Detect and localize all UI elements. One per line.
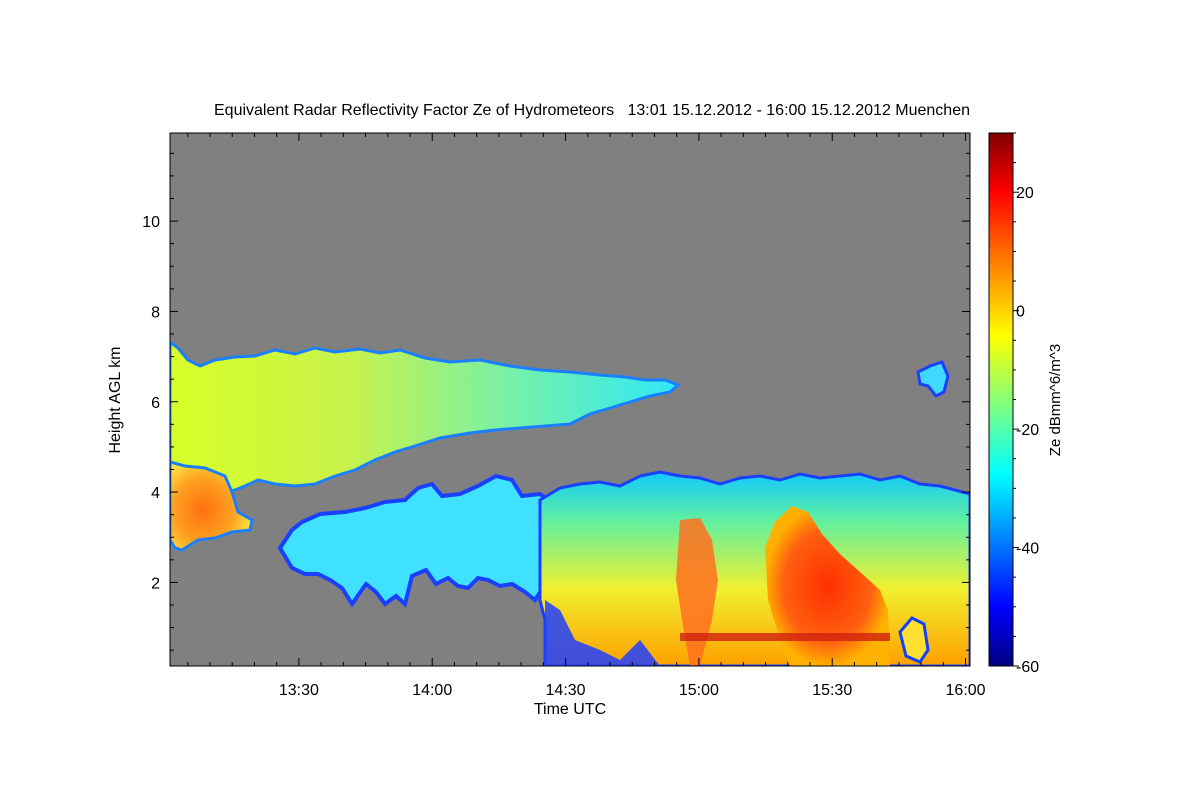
y-axis: 2 4 6 8 10 <box>142 152 970 651</box>
reflectivity-core-left <box>676 518 718 666</box>
bright-band <box>680 633 890 641</box>
x-tick-label: 14:30 <box>546 682 586 699</box>
y-tick-label: 8 <box>151 304 160 321</box>
x-tick-label: 15:30 <box>812 682 852 699</box>
y-tick-label: 6 <box>151 395 160 412</box>
near-surface-cell <box>898 616 930 664</box>
x-axis-label: Time UTC <box>534 701 606 718</box>
y-tick-label: 2 <box>151 575 160 592</box>
x-axis: 13:30 14:00 14:30 15:00 15:30 16:00 <box>187 133 986 699</box>
isolated-upper-cell <box>916 360 950 398</box>
x-tick-label: 16:00 <box>946 682 986 699</box>
colorbar-tick-label: 20 <box>1016 185 1034 202</box>
colorbar-tick-label: -20 <box>1016 422 1039 439</box>
x-tick-label: 14:00 <box>412 682 452 699</box>
low-dense-core <box>170 460 254 552</box>
colorbar-ticks: -60 -40 -20 0 20 <box>1013 132 1039 676</box>
blue-streaks-left <box>545 600 660 666</box>
plot-frame <box>169 132 971 667</box>
colorbar-label: Ze dBmm^6/m^3 <box>1047 344 1064 456</box>
x-tick-label: 13:30 <box>279 682 319 699</box>
colorbar-tick-label: -60 <box>1016 659 1039 676</box>
y-tick-label: 4 <box>151 485 160 502</box>
reflectivity-core-center <box>765 506 890 666</box>
colorbar-gradient <box>988 132 1014 667</box>
reflectivity-field <box>170 340 970 666</box>
x-tick-label: 15:00 <box>679 682 719 699</box>
colorbar-tick-label: -40 <box>1016 541 1039 558</box>
upper-cloud-layer <box>170 340 681 494</box>
chart-title: Equivalent Radar Reflectivity Factor Ze … <box>214 102 970 119</box>
y-tick-label: 10 <box>142 214 160 231</box>
y-axis-label: Height AGL km <box>107 346 124 453</box>
plot-area <box>169 132 971 667</box>
mid-cloud-layer <box>277 473 563 608</box>
colorbar: -60 -40 -20 0 20 Ze dBmm^6/m^3 <box>988 132 1064 676</box>
colorbar-tick-label: 0 <box>1016 304 1025 321</box>
